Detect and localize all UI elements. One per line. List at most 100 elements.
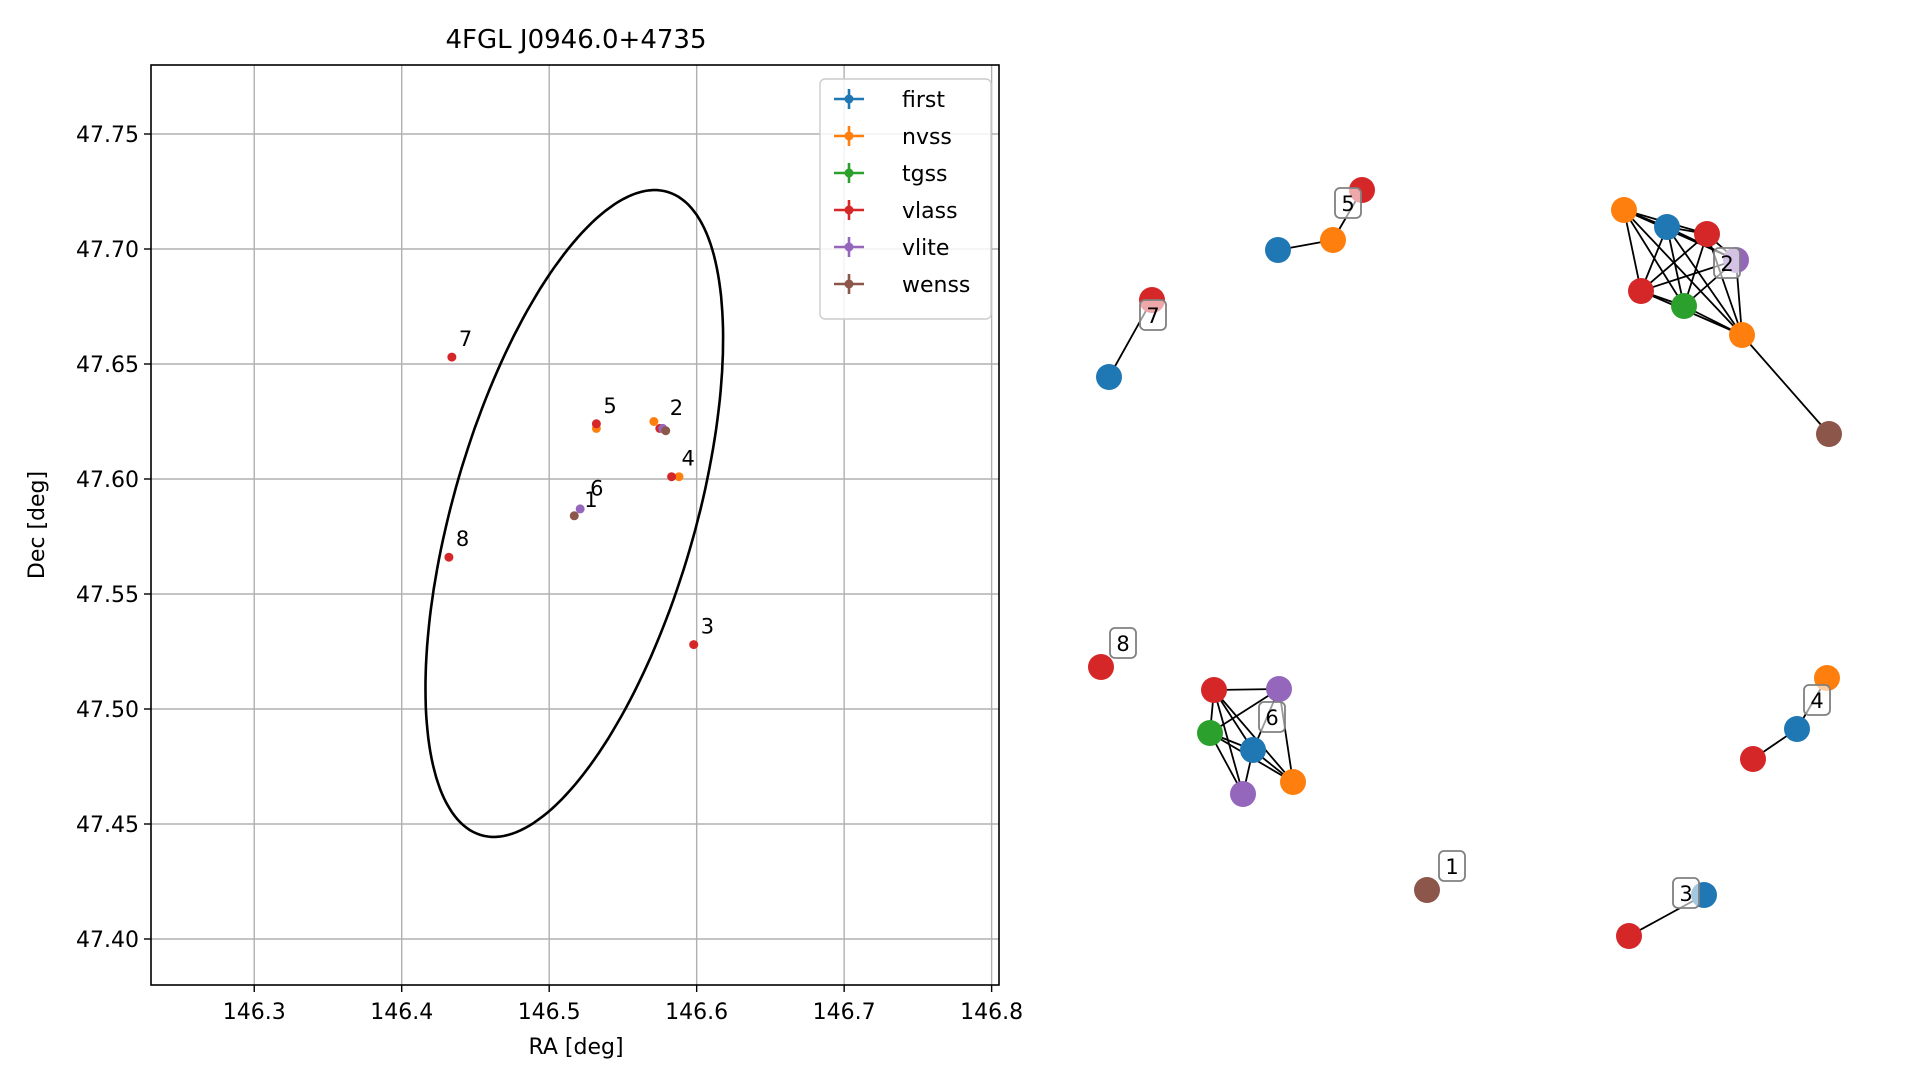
point-wenss <box>661 426 671 436</box>
y-axis-ticks: 47.40 47.45 47.50 47.55 47.60 47.65 47.70 47.75 <box>76 123 151 953</box>
point-nvss <box>649 417 659 426</box>
network-node-nvss <box>1280 769 1306 795</box>
legend-label: tgss <box>902 162 948 187</box>
network-label: 5 <box>1334 187 1362 219</box>
network-label-text: 7 <box>1146 304 1159 328</box>
network-node-tgss <box>1197 720 1223 746</box>
point-vlass <box>689 640 699 650</box>
network-label-text: 8 <box>1116 632 1129 656</box>
network-edge <box>1213 689 1294 783</box>
network-node-vlite <box>1230 781 1256 807</box>
network-label-text: 1 <box>1445 855 1458 879</box>
x-tick-label: 146.3 <box>223 1000 286 1025</box>
network-node-vlass <box>1628 278 1654 304</box>
x-tick-label: 146.8 <box>960 1000 1023 1025</box>
x-tick-label: 146.5 <box>518 1000 581 1025</box>
legend-marker <box>844 242 854 252</box>
network-node-vlass <box>1201 677 1227 703</box>
x-axis-label: RA [deg] <box>528 1035 623 1060</box>
y-tick-label: 47.45 <box>76 813 139 838</box>
network-node-first <box>1240 737 1266 763</box>
network-label: 6 <box>1258 701 1286 733</box>
network-edge <box>1209 688 1280 734</box>
legend-marker <box>844 131 854 141</box>
network-edge <box>1666 226 1743 336</box>
point-label: 4 <box>682 447 695 471</box>
point-vlite <box>575 504 585 514</box>
point-vlass <box>591 419 601 429</box>
network-label-text: 3 <box>1679 882 1692 906</box>
x-tick-label: 146.4 <box>370 1000 433 1025</box>
network-label: 2 <box>1713 247 1741 279</box>
legend-label: vlass <box>902 199 958 224</box>
legend-box <box>819 78 992 320</box>
data-points <box>444 352 699 650</box>
y-axis-label: Dec [deg] <box>25 471 50 579</box>
network-edge <box>1741 334 1830 435</box>
network-node-tgss <box>1671 293 1697 319</box>
point-label: 6 <box>590 477 603 501</box>
point-label: 7 <box>459 327 472 351</box>
legend-label: vlite <box>902 236 949 261</box>
point-wenss <box>569 511 579 521</box>
network-node-first <box>1096 364 1122 390</box>
network-edge <box>1213 689 1244 795</box>
network-node-vlite <box>1266 676 1292 702</box>
network-node-first <box>1654 214 1680 240</box>
point-label: 1 <box>584 488 597 512</box>
y-tick-label: 47.70 <box>76 238 139 263</box>
network-node-first <box>1784 716 1810 742</box>
legend-label: wenss <box>902 273 970 298</box>
legend-marker <box>844 205 854 215</box>
x-tick-label: 146.6 <box>665 1000 728 1025</box>
network-node-wenss <box>1414 877 1440 903</box>
network-label: 1 <box>1438 850 1466 882</box>
point-vlass <box>444 552 454 562</box>
legend-entry-first: first <box>834 88 945 113</box>
legend-entry-vlite: vlite <box>834 236 949 261</box>
network-label: 7 <box>1139 299 1167 331</box>
y-tick-label: 47.65 <box>76 353 139 378</box>
network-edge <box>1623 209 1642 292</box>
point-label: 5 <box>603 394 616 418</box>
network-label: 8 <box>1109 627 1137 659</box>
x-tick-label: 146.7 <box>813 1000 876 1025</box>
legend-entry-nvss: nvss <box>834 125 952 150</box>
legend-marker <box>844 94 854 104</box>
network-edge <box>1666 226 1685 307</box>
legend-label: first <box>902 88 945 113</box>
legend-entry-wenss: wenss <box>834 273 970 298</box>
network-labels: 8 6 1 3 4 7 5 2 <box>1109 187 1831 909</box>
network-node-nvss <box>1320 227 1346 253</box>
network-node-wenss <box>1816 421 1842 447</box>
network-label-text: 5 <box>1341 192 1354 216</box>
network-label: 4 <box>1803 684 1831 716</box>
plot-frame <box>150 64 1000 986</box>
y-tick-label: 47.50 <box>76 698 139 723</box>
x-axis-ticks: 146.3 146.4 146.5 146.6 146.7 146.8 <box>223 985 1023 1025</box>
y-tick-label: 47.60 <box>76 468 139 493</box>
network-panel: 8 6 1 3 4 7 5 2 <box>1088 177 1842 949</box>
legend-marker <box>844 279 854 289</box>
network-node-vlass <box>1694 221 1720 247</box>
legend-label: nvss <box>902 125 952 150</box>
network-label-text: 4 <box>1810 689 1823 713</box>
network-node-first <box>1265 237 1291 263</box>
network-node-nvss <box>1611 197 1637 223</box>
y-tick-label: 47.75 <box>76 123 139 148</box>
network-edge <box>1640 233 1708 292</box>
error-ellipse <box>424 188 725 839</box>
y-tick-label: 47.55 <box>76 583 139 608</box>
network-edge <box>1706 233 1743 336</box>
network-node-vlass <box>1088 654 1114 680</box>
network-label: 3 <box>1672 877 1700 909</box>
point-labels: 7 5 2 4 61 8 3 <box>456 327 714 638</box>
point-label: 8 <box>456 527 469 551</box>
network-label-text: 6 <box>1265 706 1278 730</box>
error-ellipse-path <box>424 188 725 839</box>
legend-marker <box>844 168 854 178</box>
point-label: 2 <box>670 396 683 420</box>
y-tick-label: 47.40 <box>76 928 139 953</box>
network-node-vlass <box>1740 746 1766 772</box>
